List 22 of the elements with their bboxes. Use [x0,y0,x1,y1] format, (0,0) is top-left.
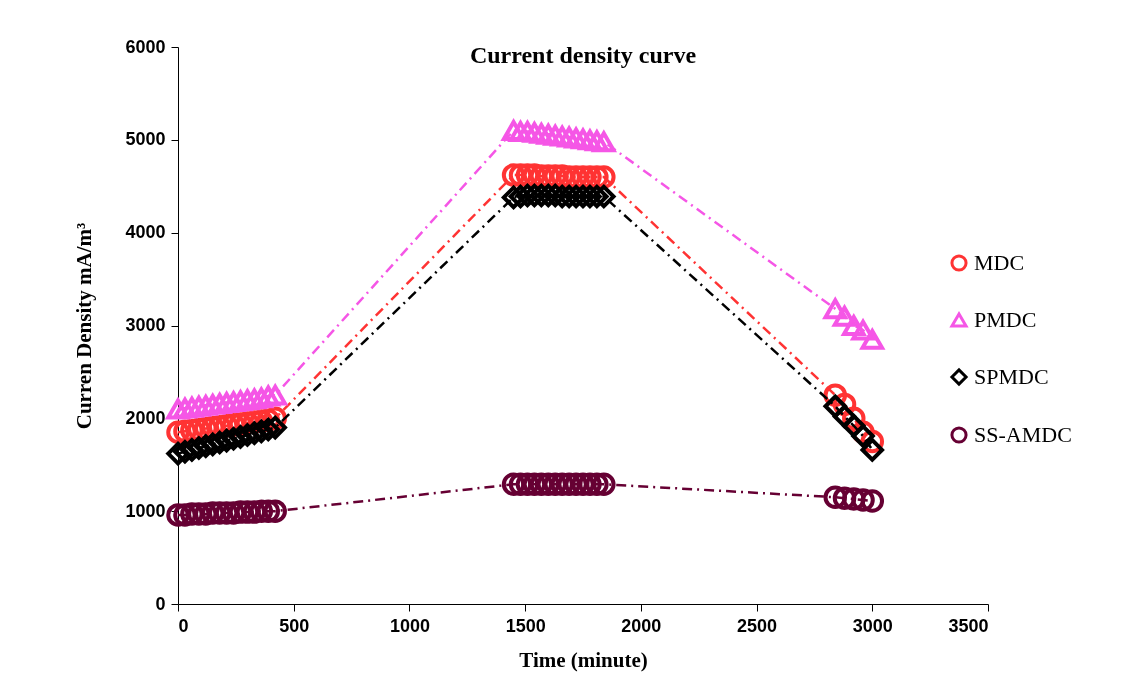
y-axis-title: Curren Density mA/m³ [72,222,97,430]
x-tick-label: 0 [178,615,189,636]
legend-label: SPMDC [974,364,1049,389]
x-tick-label: 3000 [852,615,893,636]
x-tick-label: 1500 [505,615,546,636]
x-tick-label: 2500 [737,615,778,636]
legend-label: MDC [974,250,1025,275]
y-tick-label: 2000 [125,407,166,428]
y-tick-label: 1000 [125,500,166,521]
x-tick-label: 1000 [389,615,430,636]
legend-label: PMDC [974,307,1037,332]
x-tick-label: 500 [279,615,310,636]
x-tick-label: 3500 [948,615,989,636]
y-tick-label: 5000 [125,129,166,150]
legend-label: SS-AMDC [974,422,1072,447]
y-tick-label: 3000 [125,315,166,335]
x-axis-title: Time (minute) [519,647,648,672]
y-tick-label: 6000 [125,36,166,57]
chart-title: Current density curve [469,42,697,68]
y-tick-label: 0 [155,593,166,614]
y-tick-label: 4000 [125,222,166,243]
x-tick-label: 2000 [621,615,662,636]
